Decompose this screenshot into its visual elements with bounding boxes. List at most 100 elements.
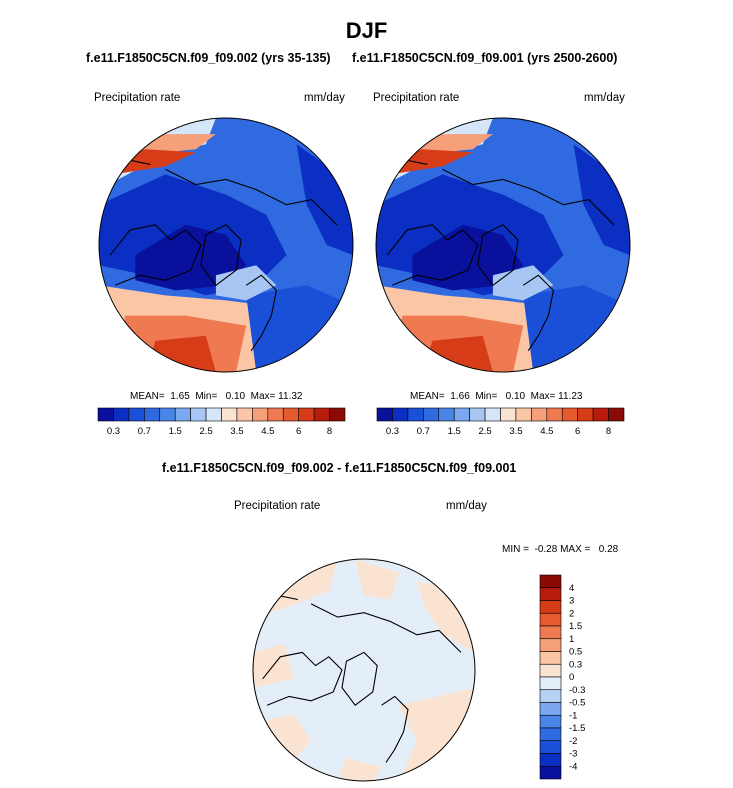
siberia-coast <box>442 168 615 226</box>
scandinavia-coast <box>522 274 554 352</box>
diff-max-label: MAX = <box>560 544 591 555</box>
north-america-coast <box>386 224 479 286</box>
colorbar-tick-label: 3 <box>569 596 574 607</box>
right-min-value: 0.10 <box>505 391 526 402</box>
colorbar-tick-label: -4 <box>569 761 577 772</box>
diff-variable-label: Precipitation rate <box>234 500 321 512</box>
colorbar-swatch <box>539 663 562 678</box>
colorbar-tick-label: -3 <box>569 749 577 760</box>
colorbar-swatch <box>539 689 562 703</box>
positive-region-2 <box>355 559 400 600</box>
right-min-label: Min= <box>475 391 498 402</box>
colorbar-tick-label: -0.5 <box>569 698 585 709</box>
colorbar-swatch <box>539 600 562 614</box>
colorbar-tick-label: 1.5 <box>169 426 182 437</box>
left-panel-title: f.e11.F1850C5CN.f09_f09.002 (yrs 35-135) <box>86 51 331 65</box>
right-max-label: Max= <box>530 391 556 402</box>
colorbar-swatch <box>539 702 562 716</box>
colorbar-tick-label: 0.3 <box>386 426 399 437</box>
arctic-core-region <box>135 224 247 291</box>
map-border <box>375 117 631 373</box>
right-mean-value: 1.66 <box>450 391 470 402</box>
colorbar-tick-label: 4.5 <box>540 426 553 437</box>
scandinavia-coast <box>381 695 409 763</box>
siberia-coast <box>165 168 338 226</box>
left-min-value: 0.10 <box>225 391 246 402</box>
colorbar-swatch <box>539 651 562 665</box>
colorbar-tick-label: -0.3 <box>569 685 585 696</box>
colorbar-swatch <box>608 407 625 422</box>
siberia-low-region <box>296 144 353 256</box>
diff-min-label: MIN = <box>502 544 529 555</box>
diff-max-value: 0.28 <box>598 544 619 555</box>
right-panel-title: f.e11.F1850C5CN.f09_f09.001 (yrs 2500-26… <box>352 51 618 65</box>
colorbar-tick-label: 4 <box>569 583 574 594</box>
colorbar-tick-label: -2 <box>569 736 577 747</box>
colorbar-tick-label: 0.3 <box>107 426 120 437</box>
right-variable-label: Precipitation rate <box>373 92 460 104</box>
diff-stats: MIN = -0.28 MAX = 0.28 <box>502 544 618 555</box>
left-mean-value: 1.65 <box>170 391 190 402</box>
colorbar-tick-label: 0.7 <box>417 426 430 437</box>
siberia-coast <box>310 603 462 653</box>
left-stats: MEAN= 1.65 Min= 0.10 Max= 11.32 <box>130 391 302 402</box>
arctic-core-region <box>412 224 524 291</box>
left-min-label: Min= <box>195 391 218 402</box>
left-max-value: 11.32 <box>278 391 303 402</box>
colorbar-tick-label: 0 <box>569 672 574 683</box>
colorbar-tick-label: 0.7 <box>138 426 151 437</box>
colorbar-tick-label: -1 <box>569 710 577 721</box>
colorbar-swatch <box>539 765 562 780</box>
colorbar-tick-label: 0.5 <box>569 647 582 658</box>
greenland-coast <box>341 651 378 706</box>
colorbar-swatch <box>539 676 562 691</box>
diff-panel-title: f.e11.F1850C5CN.f09_f09.002 - f.e11.F185… <box>162 461 517 475</box>
left-variable-label: Precipitation rate <box>94 92 181 104</box>
colorbar-swatch <box>539 727 562 742</box>
left-units-label: mm/day <box>304 92 345 104</box>
colorbar-tick-label: 6 <box>296 426 301 437</box>
colorbar-swatch <box>539 612 562 627</box>
north-america-coast <box>109 224 202 286</box>
left-mean-label: MEAN= <box>130 391 165 402</box>
colorbar-tick-label: -1.5 <box>569 723 585 734</box>
colorbar-swatch <box>539 740 562 754</box>
colorbar-tick-label: 4.5 <box>261 426 274 437</box>
map-border <box>98 117 354 373</box>
colorbar-swatch <box>329 407 346 422</box>
colorbar-tick-label: 8 <box>327 426 332 437</box>
colorbar-tick-label: 1.5 <box>569 621 582 632</box>
colorbar-tick-label: 6 <box>575 426 580 437</box>
left-max-label: Max= <box>250 391 276 402</box>
right-units-label: mm/day <box>584 92 625 104</box>
field-layer <box>376 118 630 372</box>
right-stats: MEAN= 1.66 Min= 0.10 Max= 11.23 <box>410 391 582 402</box>
colorbar-tick-label: 0.3 <box>569 659 582 670</box>
greenland-coast <box>477 224 519 287</box>
coastlines <box>253 594 462 763</box>
colorbar-tick-label: 3.5 <box>230 426 243 437</box>
colorbar-swatch <box>539 714 562 729</box>
colorbar-tick-label: 2.5 <box>199 426 212 437</box>
colorbar-tick-label: 2 <box>569 608 574 619</box>
colorbar-swatch <box>539 753 562 767</box>
colorbar-swatch <box>539 638 562 652</box>
diff-min-value: -0.28 <box>534 544 558 555</box>
colorbar-swatch <box>539 625 562 640</box>
colorbar-tick-label: 2.5 <box>478 426 491 437</box>
diff-units-label: mm/day <box>446 500 487 512</box>
colorbar-tick-label: 3.5 <box>509 426 522 437</box>
colorbar-tick-label: 1 <box>569 634 574 645</box>
positive-region-7 <box>337 758 382 781</box>
scandinavia-coast <box>245 274 277 352</box>
colorbar-tick-label: 8 <box>606 426 611 437</box>
right-mean-label: MEAN= <box>410 391 445 402</box>
figure-title: DJF <box>345 18 388 43</box>
right-max-value: 11.23 <box>558 391 583 402</box>
colorbar-tick-label: 1.5 <box>448 426 461 437</box>
